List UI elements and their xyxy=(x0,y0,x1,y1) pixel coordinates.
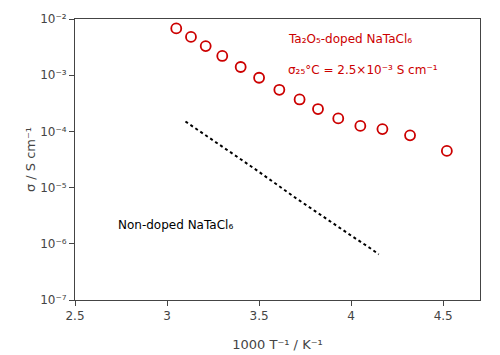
svg-text:10⁻⁴: 10⁻⁴ xyxy=(40,125,67,139)
svg-text:10⁻²: 10⁻² xyxy=(40,12,67,26)
svg-text:3.5: 3.5 xyxy=(250,309,269,323)
svg-text:Ta₂O₅-doped NaTaCl₆: Ta₂O₅-doped NaTaCl₆ xyxy=(288,32,412,46)
svg-text:3: 3 xyxy=(163,309,171,323)
svg-text:2.5: 2.5 xyxy=(65,309,84,323)
svg-text:4.5: 4.5 xyxy=(434,309,453,323)
svg-text:10⁻⁶: 10⁻⁶ xyxy=(40,237,67,251)
svg-text:10⁻³: 10⁻³ xyxy=(40,68,67,82)
svg-text:Non-doped NaTaCl₆: Non-doped NaTaCl₆ xyxy=(118,218,233,232)
svg-text:10⁻⁷: 10⁻⁷ xyxy=(40,293,67,307)
svg-text:σ / S cm⁻¹: σ / S cm⁻¹ xyxy=(23,127,38,192)
svg-text:4: 4 xyxy=(347,309,355,323)
svg-text:1000 T⁻¹ / K⁻¹: 1000 T⁻¹ / K⁻¹ xyxy=(232,337,322,352)
svg-text:σ₂₅°C = 2.5×10⁻³ S cm⁻¹: σ₂₅°C = 2.5×10⁻³ S cm⁻¹ xyxy=(288,63,438,77)
svg-text:10⁻⁵: 10⁻⁵ xyxy=(40,181,67,195)
